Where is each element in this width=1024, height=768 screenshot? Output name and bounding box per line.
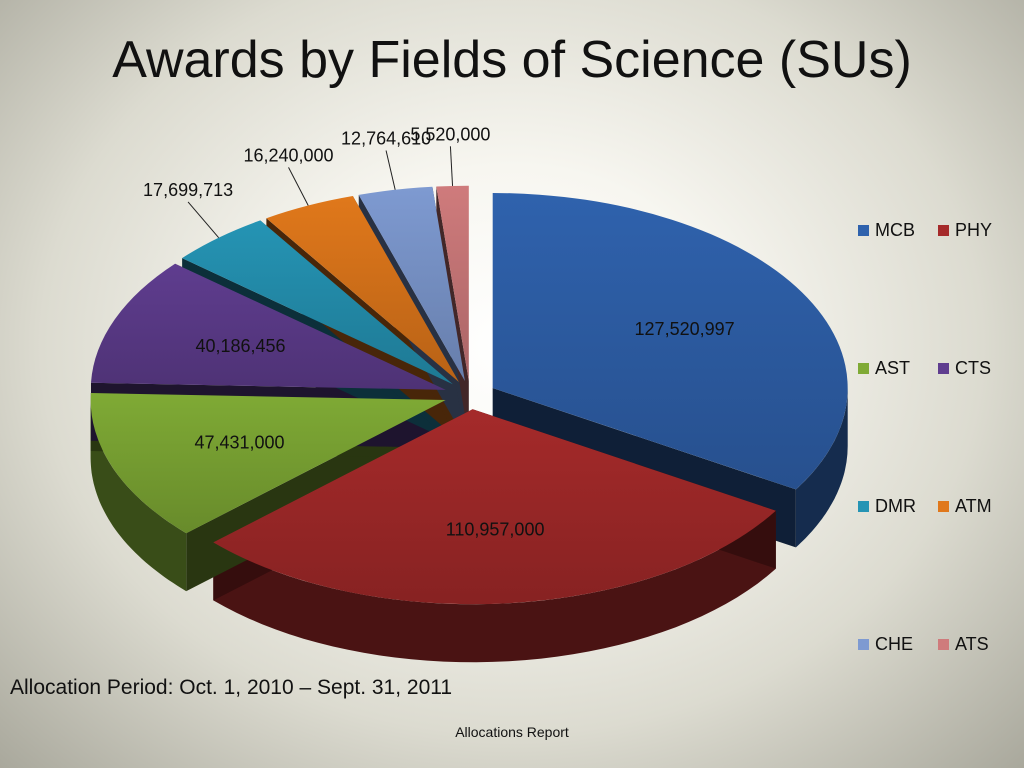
legend-item-atm: ATM	[938, 496, 992, 517]
legend-swatch	[938, 363, 949, 374]
data-label-ast: 47,431,000	[194, 432, 284, 452]
data-label-cts: 40,186,456	[195, 336, 285, 356]
data-label-phy: 110,957,000	[446, 520, 545, 540]
legend-item-dmr: DMR	[858, 496, 916, 517]
data-label-ats: 5,520,000	[410, 124, 490, 144]
legend-label: PHY	[955, 220, 993, 240]
legend-item-ats: ATS	[938, 634, 989, 655]
legend-swatch	[858, 501, 869, 512]
label-leader-che	[385, 150, 396, 190]
slice-cts	[91, 263, 446, 390]
legend-label: ATM	[955, 496, 992, 516]
legend-swatch	[858, 639, 869, 650]
data-label-che: 12,764,610	[341, 129, 431, 149]
legend-label: ATS	[955, 634, 989, 654]
slice-side-ast	[90, 400, 187, 592]
slice-che	[358, 186, 465, 381]
legend-label: AST	[875, 358, 911, 378]
data-label-dmr: 17,699,713	[143, 180, 233, 200]
legend-item-phy: PHY	[938, 220, 992, 241]
legend-item-cts: CTS	[938, 358, 991, 379]
legend-label: CTS	[955, 358, 991, 378]
slice-mcb	[492, 193, 848, 490]
data-label-atm: 16,240,000	[243, 145, 333, 165]
slice-ats	[436, 185, 469, 381]
slice-atm	[266, 196, 459, 383]
slice-dmr	[182, 220, 453, 385]
legend-swatch	[938, 639, 949, 650]
legend-swatch	[858, 363, 869, 374]
legend-swatch	[858, 225, 869, 236]
legend-label: DMR	[875, 496, 916, 516]
label-leader-ats	[449, 146, 454, 186]
page-title: Awards by Fields of Science (SUs)	[112, 31, 912, 89]
legend-item-che: CHE	[858, 634, 913, 655]
allocation-period: Allocation Period: Oct. 1, 2010 – Sept. …	[10, 676, 453, 699]
legend-swatch	[938, 501, 949, 512]
slide-footer: Allocations Report	[455, 724, 569, 740]
data-label-mcb: 127,520,997	[635, 319, 735, 339]
label-leader-dmr	[187, 201, 220, 239]
slice-side-phy	[213, 510, 776, 663]
slice-ast	[90, 393, 446, 534]
legend-label: CHE	[875, 634, 914, 654]
legend-item-mcb: MCB	[858, 220, 915, 241]
slice-side-mcb	[795, 388, 848, 548]
slice-phy	[213, 409, 776, 605]
label-leader-atm	[288, 167, 309, 206]
legend-swatch	[938, 225, 949, 236]
legend-label: MCB	[875, 220, 915, 240]
legend-item-ast: AST	[858, 358, 910, 379]
